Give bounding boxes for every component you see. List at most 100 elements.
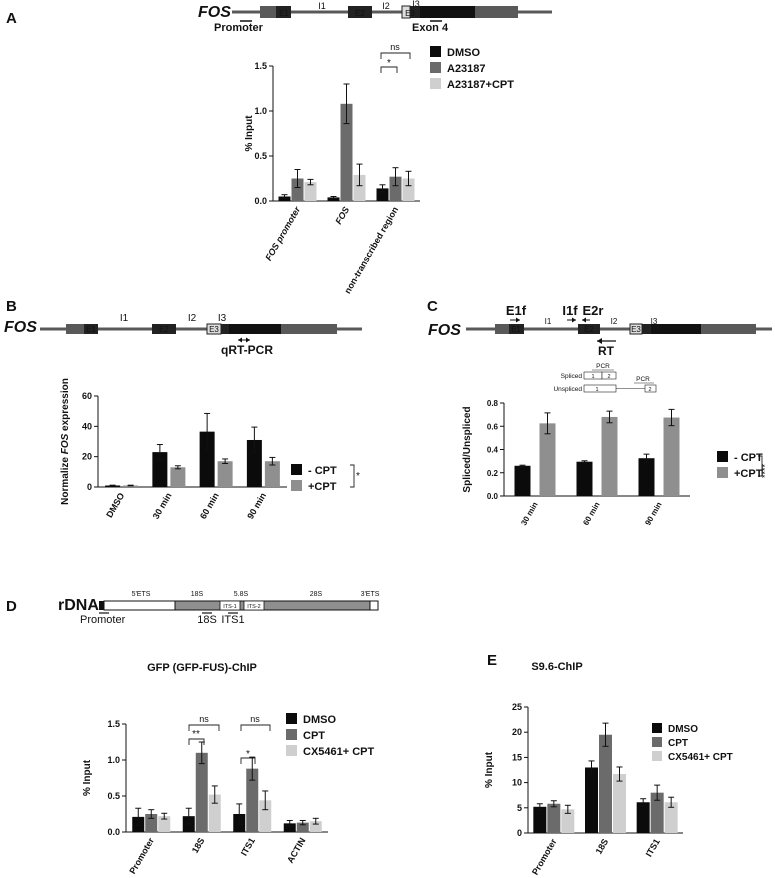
y-tick-label: 10 bbox=[512, 778, 522, 788]
y-axis-title: % Input bbox=[244, 115, 255, 152]
legend-label: CX5461+ CPT bbox=[303, 746, 375, 758]
legend-label: A23187+CPT bbox=[447, 79, 514, 91]
bar bbox=[601, 416, 618, 496]
x-tick-label: Promoter bbox=[127, 836, 156, 876]
y-tick-label: 0.8 bbox=[487, 399, 499, 408]
panel-b-gene-name: FOS bbox=[4, 319, 37, 336]
legend-swatch bbox=[717, 451, 728, 462]
legend-label: CPT bbox=[303, 730, 325, 742]
bar bbox=[259, 800, 272, 832]
panel-c-gene-name: FOS bbox=[428, 322, 461, 339]
y-axis-title: % Input bbox=[82, 759, 93, 796]
bar bbox=[664, 802, 678, 833]
exon-box bbox=[260, 6, 276, 18]
chart-title: S9.6-ChIP bbox=[531, 661, 582, 673]
bar bbox=[309, 821, 322, 832]
bar bbox=[152, 452, 168, 487]
x-tick-label: 30 min bbox=[151, 491, 174, 521]
intron-label: I2 bbox=[382, 1, 390, 11]
legend-label: - CPT bbox=[308, 465, 337, 477]
intron-label: I3 bbox=[218, 313, 227, 324]
its1-label: ITS1 bbox=[221, 614, 244, 626]
bar bbox=[650, 792, 664, 833]
y-tick-label: 20 bbox=[82, 452, 92, 462]
chart-c: 0.0 0.2 0.4 0.6 0.8 Spliced/Unspliced 30 min 60… bbox=[462, 399, 763, 527]
bar bbox=[585, 767, 598, 833]
rdna-body-box bbox=[174, 600, 371, 611]
exon-box bbox=[152, 324, 176, 334]
spliced-label: Spliced bbox=[561, 373, 583, 380]
y-tick-label: 0.0 bbox=[107, 827, 120, 837]
bar bbox=[638, 458, 655, 496]
sig-label: * bbox=[246, 749, 250, 760]
bar bbox=[547, 803, 561, 833]
x-tick-label: 18S bbox=[190, 836, 207, 855]
primer-arrow bbox=[582, 317, 590, 323]
y-tick-label: 1.5 bbox=[254, 61, 267, 71]
rt-arrow bbox=[597, 338, 616, 344]
exon-num: 1 bbox=[591, 374, 594, 380]
y-tick-label: 0.4 bbox=[487, 446, 499, 455]
pcr-label: PCR bbox=[596, 363, 610, 370]
x-tick-label: FOS promoter bbox=[263, 205, 302, 263]
pcr-label: PCR bbox=[636, 376, 650, 383]
panel-b: B FOS E1 E2 E3 E4 I1 I2 I3 qRT-PCR * bbox=[4, 298, 362, 488]
exon-label: E2 bbox=[584, 325, 594, 334]
intron-label: I1 bbox=[545, 317, 552, 326]
y-axis-title: Spliced/Unspliced bbox=[462, 406, 473, 492]
exon-label: E2 bbox=[355, 9, 365, 18]
x-tick-label: 60 min bbox=[581, 500, 602, 527]
region-label: 5.8S bbox=[234, 591, 249, 598]
chart-b: 0 20 40 60 Normalize FOS expression DMSO 30 mi… bbox=[60, 378, 337, 521]
y-tick-label: 1.5 bbox=[107, 719, 120, 729]
bar bbox=[327, 197, 340, 201]
panel-d-significance: ns ** ns * bbox=[188, 714, 271, 764]
18s-label: 18S bbox=[197, 614, 217, 626]
bar bbox=[195, 752, 208, 832]
legend-swatch bbox=[291, 480, 302, 491]
chart-title: GFP (GFP-FUS)-ChIP bbox=[147, 662, 257, 674]
panel-d: D rDNA ITS-1 ITS-2 5'ETS 18S 5.8S 28S 3'… bbox=[6, 591, 380, 764]
legend-label: DMSO bbox=[303, 714, 336, 726]
legend-label: DMSO bbox=[447, 47, 480, 59]
exon-box bbox=[410, 6, 420, 18]
exon-num: 1 bbox=[595, 387, 598, 393]
exon-box bbox=[84, 324, 98, 334]
legend-swatch bbox=[652, 751, 662, 761]
x-tick-label: non-transcribed region bbox=[342, 205, 400, 295]
x-tick-label: DMSO bbox=[104, 491, 126, 519]
legend-swatch bbox=[286, 729, 297, 740]
legend-label: CPT bbox=[668, 738, 688, 749]
rdna-3ets-box bbox=[369, 600, 379, 611]
x-tick-label: 30 min bbox=[519, 500, 540, 527]
sig-label: ** bbox=[192, 729, 200, 740]
y-tick-label: 40 bbox=[82, 421, 92, 431]
bar bbox=[291, 178, 304, 201]
sig-bracket bbox=[758, 455, 763, 477]
exon-box bbox=[281, 324, 337, 334]
legend-swatch bbox=[652, 723, 662, 733]
panel-d-gene-name: rDNA bbox=[58, 597, 99, 614]
y-axis-title: Normalize FOS expression bbox=[60, 378, 71, 505]
bar bbox=[402, 178, 415, 201]
exon-box bbox=[578, 324, 600, 334]
sig-label: ns bbox=[250, 714, 260, 724]
panel-a-significance: ns * bbox=[380, 42, 411, 73]
y-tick-label: 0.0 bbox=[254, 196, 267, 206]
y-tick-label: 25 bbox=[512, 702, 522, 712]
bar bbox=[539, 423, 556, 496]
panel-a-gene-diagram: E1 E2 E3 E4 I1 I2 I3 Promoter Exon 4 bbox=[214, 0, 552, 34]
legend-label: A23187 bbox=[447, 63, 486, 75]
legend-label: - CPT bbox=[734, 452, 763, 464]
exon-box bbox=[642, 324, 651, 334]
x-tick-label: ITS1 bbox=[239, 836, 257, 857]
region-label: 28S bbox=[310, 591, 323, 598]
y-tick-label: 60 bbox=[82, 391, 92, 401]
bar bbox=[296, 822, 309, 832]
y-tick-label: 5 bbox=[517, 803, 522, 813]
panel-e-label: E bbox=[487, 652, 497, 669]
exon-num: 2 bbox=[607, 374, 610, 380]
y-tick-label: 20 bbox=[512, 727, 522, 737]
x-tick-label: 60 min bbox=[198, 491, 221, 521]
bar bbox=[599, 734, 612, 833]
